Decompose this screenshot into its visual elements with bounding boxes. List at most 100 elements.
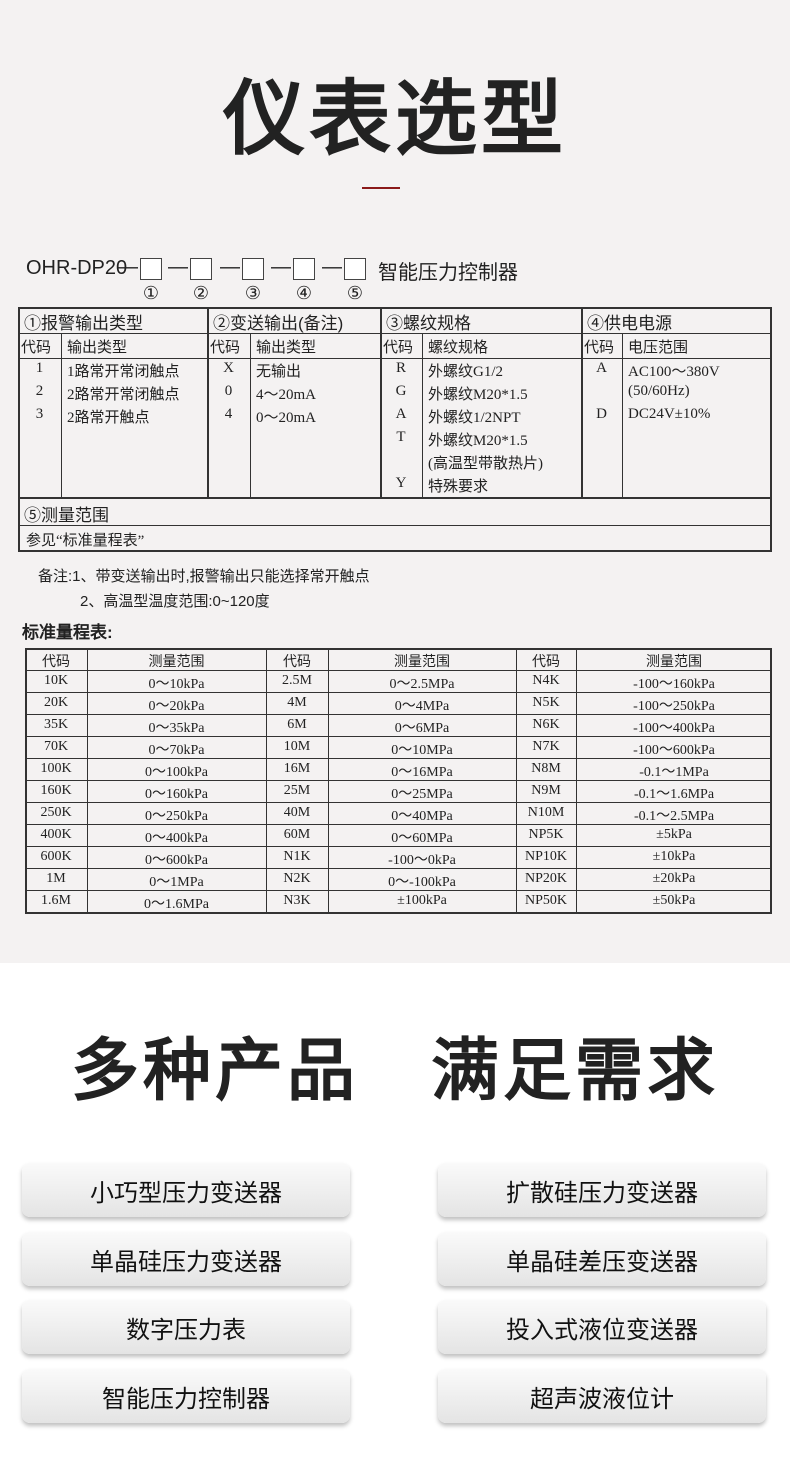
note: 2、高温型温度范围:0~120度 <box>80 593 270 610</box>
products-title: 多种产品 满足需求 <box>70 1033 719 1109</box>
range-cell: 0～10kPa <box>148 677 205 692</box>
range-cell: NP50K <box>524 893 567 908</box>
code-box <box>190 258 212 280</box>
table-line <box>422 333 423 497</box>
range-cell: 0～4MPa <box>394 699 450 714</box>
code-box <box>242 258 264 280</box>
range-header: 测量范围 <box>394 655 450 670</box>
option-code: 4 <box>224 406 233 422</box>
range-cell: ±5kPa <box>656 827 692 842</box>
option-text: (高温型带散热片) <box>428 456 543 472</box>
range-cell: 100K <box>40 761 72 776</box>
table-line <box>250 333 251 497</box>
option-text: 1路常开常闭触点 <box>67 364 180 380</box>
section-title: ③螺纹规格 <box>386 314 471 333</box>
product-button[interactable]: 数字压力表 <box>22 1300 350 1354</box>
product-button[interactable]: 小巧型压力变送器 <box>22 1163 350 1217</box>
range-cell: 0～-100kPa <box>388 875 456 890</box>
option-code: A <box>596 360 607 376</box>
product-button[interactable]: 单晶硅差压变送器 <box>438 1232 766 1286</box>
range-cell: -100～160kPa <box>633 677 715 692</box>
range-cell: 70K <box>43 739 69 754</box>
dash: — <box>271 256 291 278</box>
table-line <box>25 780 772 781</box>
range-cell: -0.1～2.5MPa <box>633 809 715 824</box>
range-cell: N8M <box>531 761 561 776</box>
range-cell: 0～250kPa <box>145 809 208 824</box>
range-cell: N6K <box>532 717 560 732</box>
range-cell: 2.5M <box>282 673 312 688</box>
range-cell: NP10K <box>524 849 567 864</box>
product-button[interactable]: 扩散硅压力变送器 <box>438 1163 766 1217</box>
table-line <box>25 736 772 737</box>
table-line <box>18 497 772 499</box>
column-header: 代码 <box>21 339 52 356</box>
section-title: ①报警输出类型 <box>24 314 143 333</box>
option-code: G <box>395 383 407 399</box>
range-cell: 6M <box>287 717 307 732</box>
range-cell: 16M <box>283 761 311 776</box>
option-text: AC100～380V <box>628 364 720 380</box>
product-button[interactable]: 智能压力控制器 <box>22 1369 350 1423</box>
option-text: 外螺纹G1/2 <box>428 364 504 380</box>
range-cell: 400K <box>40 827 72 842</box>
option-text: 4～20mA <box>256 387 317 403</box>
code-box <box>293 258 315 280</box>
product-button[interactable]: 单晶硅压力变送器 <box>22 1232 350 1286</box>
table-line <box>328 648 329 913</box>
table-line <box>25 802 772 803</box>
range-cell: 1M <box>46 871 66 886</box>
range-cell: -100～0kPa <box>388 853 456 868</box>
option-text: DC24V±10% <box>628 406 711 422</box>
table-line <box>25 670 772 671</box>
position-number: ③ <box>244 283 262 303</box>
table-line <box>25 846 772 847</box>
section-title: ④供电电源 <box>587 314 672 333</box>
table-line <box>207 307 209 497</box>
table-line <box>25 714 772 715</box>
table-line <box>25 648 772 650</box>
option-code: R <box>395 360 406 376</box>
range-cell: N9M <box>531 783 561 798</box>
range-cell: 0～160kPa <box>145 787 208 802</box>
column-header: 输出类型 <box>67 339 128 356</box>
table-line <box>18 525 772 526</box>
column-header: 电压范围 <box>628 339 689 356</box>
range-cell: 4M <box>287 695 307 710</box>
range-cell: 0～60MPa <box>391 831 453 846</box>
range-cell: 0～20kPa <box>148 699 205 714</box>
range-cell: -100～400kPa <box>633 721 715 736</box>
title-underline <box>362 187 400 189</box>
table-line <box>770 307 772 552</box>
range-cell: N1K <box>283 849 311 864</box>
range-header: 代码 <box>42 655 70 670</box>
range-cell: N7K <box>532 739 560 754</box>
product-button[interactable]: 超声波液位计 <box>438 1369 766 1423</box>
product-button[interactable]: 投入式液位变送器 <box>438 1300 766 1354</box>
range-cell: 0～10MPa <box>391 743 453 758</box>
option-text: 特殊要求 <box>428 479 489 495</box>
table-line <box>25 824 772 825</box>
option-code: 1 <box>35 360 44 376</box>
code-box <box>140 258 162 280</box>
table-line <box>61 333 62 497</box>
range-cell: 25M <box>283 783 311 798</box>
range-cell: -100～600kPa <box>633 743 715 758</box>
range-cell: ±10kPa <box>652 849 696 864</box>
column-header: 代码 <box>584 339 615 356</box>
option-code: 0 <box>224 383 233 399</box>
range-cell: -100～250kPa <box>633 699 715 714</box>
range-table-title: 标准量程表: <box>22 623 113 642</box>
table-line <box>25 648 27 913</box>
section-title: ⑤测量范围 <box>24 506 109 525</box>
range-cell: 0～70kPa <box>148 743 205 758</box>
dash: — <box>118 256 138 278</box>
model-suffix: 智能压力控制器 <box>378 262 518 284</box>
option-text: 外螺纹M20*1.5 <box>428 387 528 403</box>
range-cell: 0～1MPa <box>149 875 204 890</box>
table-line <box>25 890 772 891</box>
column-header: 代码 <box>383 339 414 356</box>
page-title: 仪表选型 <box>222 74 567 165</box>
range-cell: N4K <box>532 673 560 688</box>
option-code: 3 <box>35 406 44 422</box>
